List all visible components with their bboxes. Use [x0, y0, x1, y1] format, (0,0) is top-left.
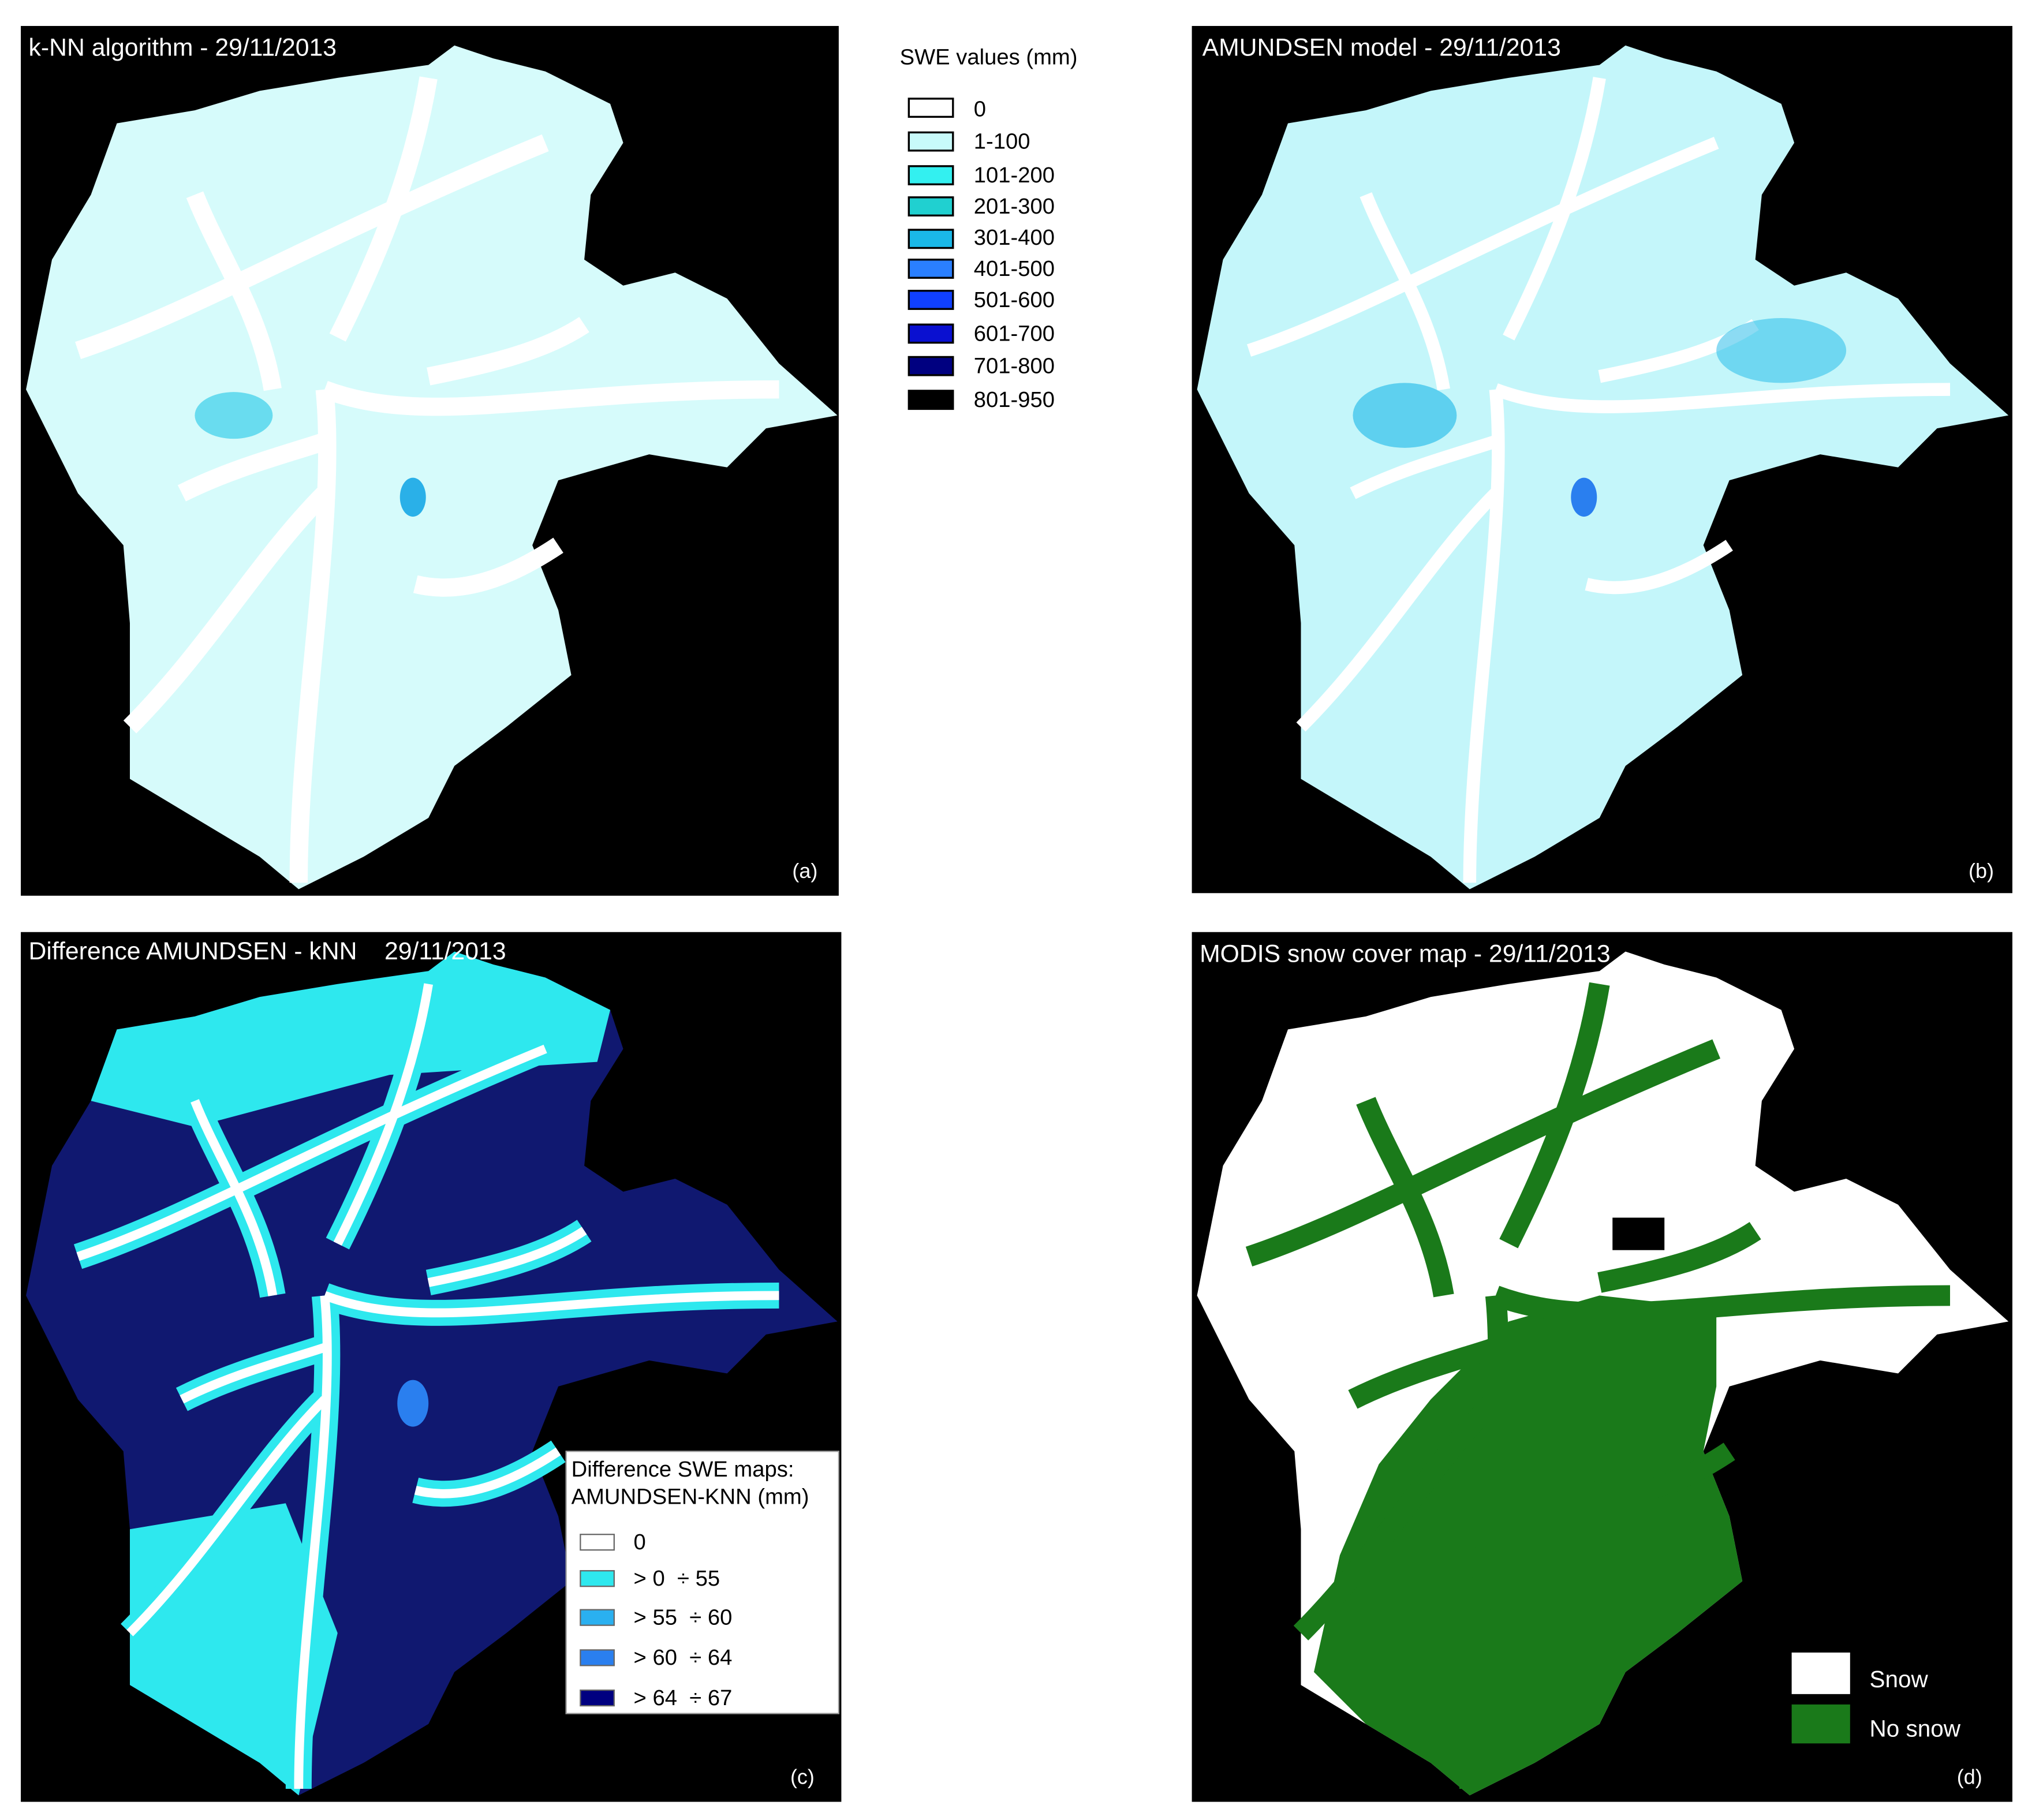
legend-label: > 60 ÷ 64 [634, 1645, 733, 1670]
legend-label: 501-600 [974, 287, 1055, 312]
legend-swatch [907, 290, 954, 310]
legend-label: 0 [634, 1530, 646, 1554]
panel-d: MODIS snow cover map - 29/11/2013 (d) Sn… [1192, 932, 2012, 1802]
high-snow-area [399, 477, 426, 517]
legend-swatch [907, 229, 954, 249]
legend-swatch [580, 1689, 615, 1707]
panel-title: AMUNDSEN model - 29/11/2013 [1202, 34, 1561, 62]
legend-swatch [580, 1609, 615, 1626]
legend-title: SWE values (mm) [900, 44, 1078, 69]
panel-a: k-NN algorithm - 29/11/2013 (a) [21, 25, 839, 896]
panel-c: Difference AMUNDSEN - kNN 29/11/2013 (c)… [21, 932, 842, 1802]
legend-label: Snow [1870, 1666, 1929, 1692]
legend-swatch [580, 1534, 615, 1551]
high-snow-area [195, 392, 273, 439]
legend-title: Difference SWE maps: [572, 1457, 794, 1482]
legend-swatch [907, 390, 954, 410]
legend-label: 801-950 [974, 387, 1055, 412]
legend-label: 601-700 [974, 321, 1055, 346]
legend-swatch [1791, 1652, 1850, 1694]
legend-swatch [1791, 1704, 1850, 1744]
panel-title: k-NN algorithm - 29/11/2013 [29, 34, 337, 62]
legend-swatch [580, 1570, 615, 1587]
legend-label: 101-200 [974, 163, 1055, 188]
panel-label: (a) [792, 859, 817, 883]
legend-swatch [580, 1649, 615, 1666]
panel-title: MODIS snow cover map - 29/11/2013 [1200, 940, 1611, 967]
legend-swatch [907, 165, 954, 186]
high-snow-area [1353, 383, 1457, 448]
legend-label: > 55 ÷ 60 [634, 1605, 733, 1630]
no-data-area [1612, 1217, 1665, 1250]
legend-label: > 64 ÷ 67 [634, 1686, 733, 1710]
legend-label: 1-100 [974, 129, 1030, 154]
panel-label: (c) [790, 1765, 815, 1789]
difference-zone [397, 1380, 429, 1427]
modis-legend: Snow No snow [1791, 1652, 1961, 1744]
legend-swatch [907, 323, 954, 344]
swe-legend: SWE values (mm) 0 1-100 101-200 201-300 … [900, 44, 1078, 412]
legend-title: AMUNDSEN-KNN (mm) [572, 1484, 809, 1509]
legend-label: > 0 ÷ 55 [634, 1566, 720, 1591]
legend-swatch [907, 98, 954, 118]
panel-label: (b) [1969, 859, 1994, 883]
difference-legend: Difference SWE maps: AMUNDSEN-KNN (mm) 0… [565, 1451, 840, 1714]
high-snow-area [1571, 477, 1597, 517]
legend-swatch [907, 131, 954, 152]
legend-label: No snow [1870, 1716, 1961, 1742]
panel-label: (d) [1957, 1765, 1982, 1789]
legend-label: 301-400 [974, 225, 1055, 250]
difference-zone [91, 951, 611, 1127]
legend-label: 401-500 [974, 256, 1055, 281]
panel-b: AMUNDSEN model - 29/11/2013 (b) [1192, 25, 2012, 894]
no-snow-area [1314, 1295, 1743, 1796]
legend-swatch [907, 356, 954, 376]
legend-label: 201-300 [974, 194, 1055, 219]
legend-label: 701-800 [974, 354, 1055, 379]
legend-swatch [907, 196, 954, 217]
high-snow-area [1716, 317, 1847, 383]
legend-label: 0 [974, 96, 986, 121]
legend-swatch [907, 259, 954, 279]
panel-title: Difference AMUNDSEN - kNN 29/11/2013 [29, 937, 506, 965]
